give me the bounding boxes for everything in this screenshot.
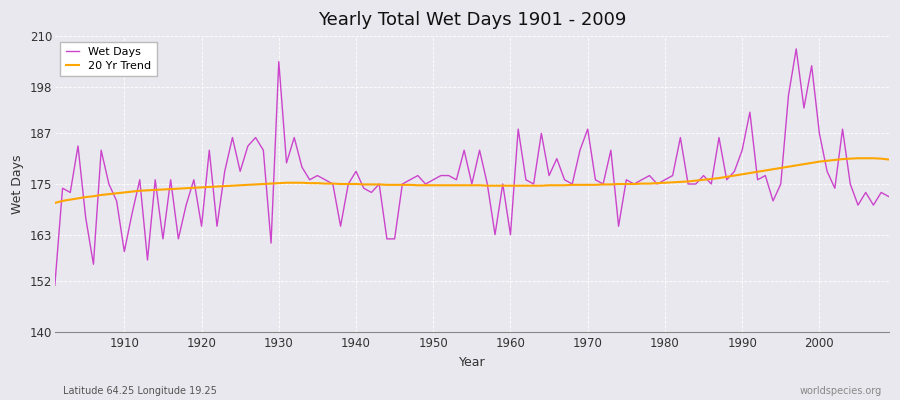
Legend: Wet Days, 20 Yr Trend: Wet Days, 20 Yr Trend (60, 42, 157, 76)
Wet Days (791, 46, 802, 51)
20 Yr Trend (598, 182, 608, 187)
Line: Wet Days: Wet Days (55, 49, 889, 285)
Wet Days (884, 194, 895, 199)
20 Yr Trend (50, 201, 60, 206)
Wet Days (50, 283, 60, 288)
Wet Days (598, 182, 608, 186)
20 Yr Trend (884, 157, 895, 162)
Title: Yearly Total Wet Days 1901 - 2009: Yearly Total Wet Days 1901 - 2009 (318, 11, 626, 29)
Text: Latitude 64.25 Longitude 19.25: Latitude 64.25 Longitude 19.25 (63, 386, 217, 396)
Wet Days (281, 160, 292, 165)
20 Yr Trend (328, 181, 338, 186)
Wet Days (328, 182, 338, 186)
Text: worldspecies.org: worldspecies.org (800, 386, 882, 396)
20 Yr Trend (281, 180, 292, 185)
Wet Days (505, 232, 516, 237)
X-axis label: Year: Year (458, 356, 485, 369)
Wet Days (498, 182, 508, 186)
20 Yr Trend (852, 156, 863, 161)
Y-axis label: Wet Days: Wet Days (11, 154, 24, 214)
20 Yr Trend (498, 183, 508, 188)
Wet Days (112, 198, 122, 203)
20 Yr Trend (112, 191, 122, 196)
20 Yr Trend (505, 183, 516, 188)
Line: 20 Yr Trend: 20 Yr Trend (55, 158, 889, 203)
